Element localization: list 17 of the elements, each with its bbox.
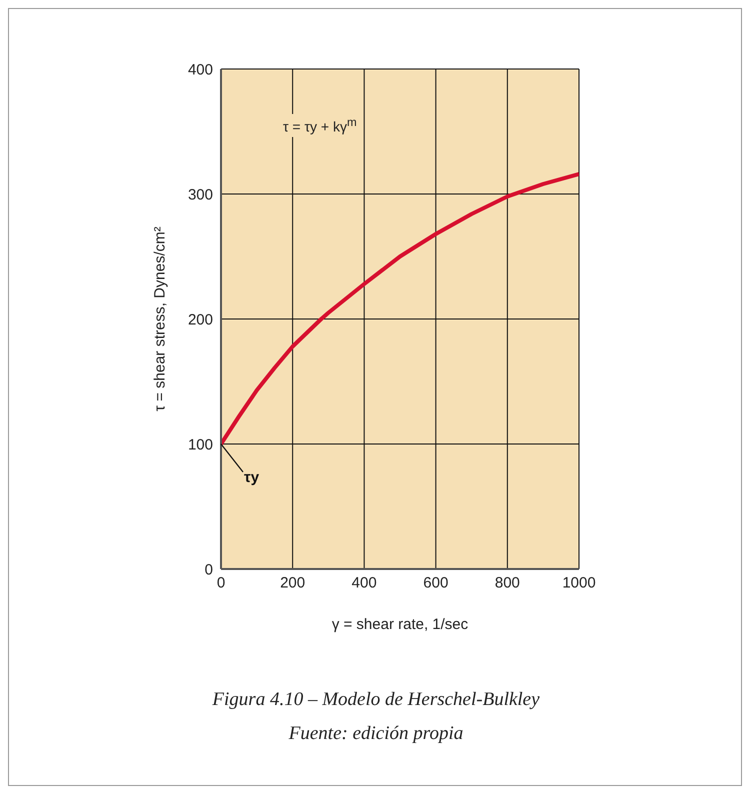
y-tick-label: 100	[188, 436, 213, 454]
x-axis-title: γ = shear rate, 1/sec	[332, 616, 469, 633]
y-tick-label: 300	[188, 186, 213, 204]
text: Figura 4.10 – Modelo de Herschel-Bulkley	[211, 689, 541, 711]
annotation: τ = τy + kγ$^{m}$	[279, 114, 361, 137]
x-tick-label: 800	[494, 574, 520, 592]
x-tick-label: 400	[352, 574, 377, 592]
x-tick-label: 0	[216, 574, 226, 592]
x-tick-label: 1000	[562, 574, 596, 592]
source-note: Fuente: edición propia	[288, 723, 464, 745]
y-axis-title: τ = shear stress, Dynes/cm²	[151, 226, 168, 412]
y-tick-label: 400	[188, 61, 213, 78]
y-tick-label: 200	[188, 311, 213, 328]
x-tick-label: 600	[423, 574, 448, 592]
annotation: τy	[244, 469, 260, 486]
y-tick-label: 0	[204, 561, 213, 578]
x-tick-label: 200	[280, 574, 306, 592]
